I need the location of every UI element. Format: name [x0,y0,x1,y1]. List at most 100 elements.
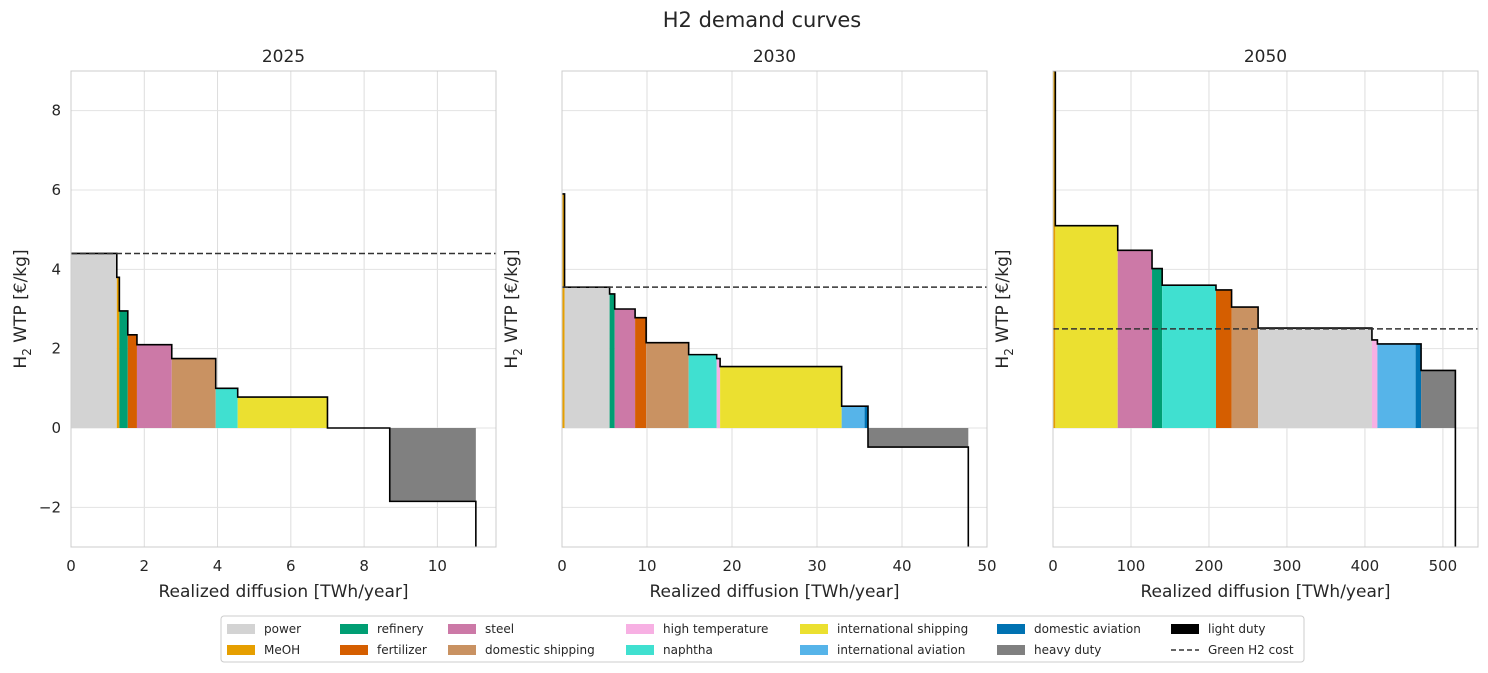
legend-label: Green H2 cost [1208,643,1294,657]
demand-curve-line [1053,71,1457,547]
plot-content [562,193,970,547]
legend-swatch [340,624,368,634]
y-tick-label: 2 [51,340,61,358]
y-tick-label: 4 [51,260,61,278]
legend-label: international shipping [837,622,968,636]
x-tick-label: 400 [1351,557,1380,575]
y-axis-label-main: H [502,356,522,369]
legend-label: light duty [1208,622,1265,636]
legend-swatch [800,624,828,634]
legend-swatch [448,645,476,655]
demand-curve-line [562,193,970,547]
demand-bar-naphtha [1162,285,1216,428]
demand-bar-power [71,253,117,428]
demand-bar-refinery [119,310,128,428]
x-tick-label: 10 [428,557,447,575]
plot-frame [70,70,497,548]
legend-swatch [227,645,255,655]
y-tick-label: 8 [51,102,61,120]
demand-bar-high-temperature [716,358,721,428]
x-tick-label: 2 [140,557,150,575]
x-tick-label: 4 [213,557,223,575]
y-tick-label: −2 [39,498,61,516]
demand-bar-MeOH [562,193,565,428]
legend-item-steel: steel [448,622,514,636]
legend-item-naphtha: naphtha [626,643,713,657]
y-tick-label: 6 [51,181,61,199]
demand-bar-heavy-duty [868,428,969,448]
legend-label: MeOH [264,643,300,657]
legend-item-power: power [227,622,301,636]
x-tick-label: 500 [1429,557,1458,575]
legend-label: steel [485,622,514,636]
legend-swatch [1171,624,1199,634]
legend-label: power [264,622,301,636]
y-axis-label-main: H [11,356,31,369]
legend-swatch [227,624,255,634]
x-tick-label: 0 [1048,557,1058,575]
demand-curve-line [71,252,477,547]
legend-item-high-temperature: high temperature [626,622,768,636]
y-axis-label-sub: 2 [1002,348,1016,356]
demand-bar-domestic-shipping [646,342,689,428]
demand-bar-international-aviation [1377,343,1416,428]
demand-bar-international-aviation [841,406,865,428]
x-tick-label: 50 [977,557,996,575]
y-axis-label: H2 WTP [€/kg] [502,249,525,368]
y-axis-label-sub: 2 [511,348,525,356]
x-tick-label: 30 [807,557,826,575]
x-axis-label: Realized diffusion [TWh/year] [1141,582,1391,602]
legend: power MeOH refinery fertilizer steel domestic… [220,615,1305,663]
legend-item-Green-H2-cost: Green H2 cost [1171,643,1294,657]
demand-bar-international-shipping [1055,225,1118,428]
x-tick-label: 6 [286,557,296,575]
x-axis-label: Realized diffusion [TWh/year] [159,582,409,602]
y-axis-label-sub: 2 [20,348,34,356]
demand-bar-naphtha [688,354,717,428]
y-axis-label-main: H [993,356,1013,369]
chart-panel-2025: 2025 0 2 4 6 8 10 −2 0 2 4 6 8 Realized diffusion [TW… [11,47,497,602]
demand-bar-fertilizer [1215,289,1232,428]
x-tick-label: 8 [359,557,369,575]
demand-bar-fertilizer [635,317,647,428]
figure-title: H2 demand curves [663,8,862,32]
y-axis-label-rest: WTP [€/kg] [502,249,522,348]
demand-bar-MeOH [116,277,120,428]
y-axis-label: H2 WTP [€/kg] [993,249,1016,368]
legend-item-refinery: refinery [340,622,424,636]
x-axis-label: Realized diffusion [TWh/year] [650,582,900,602]
legend-swatch [997,645,1025,655]
x-tick-label: 0 [557,557,567,575]
legend-label: refinery [377,622,424,636]
legend-item-international-shipping: international shipping [800,622,968,636]
legend-swatch [340,645,368,655]
y-tick-label: 0 [51,419,61,437]
x-tick-label: 200 [1195,557,1224,575]
plot-content [71,252,477,547]
x-tick-label: 100 [1117,557,1146,575]
x-tick-label: 300 [1273,557,1302,575]
legend-item-international-aviation: international aviation [800,643,965,657]
plot-frame [561,70,988,548]
legend-swatch [800,645,828,655]
demand-bar-power [1258,328,1372,428]
panel-title: 2025 [262,47,305,67]
demand-bar-steel [614,309,636,428]
x-tick-label: 0 [66,557,76,575]
demand-bar-refinery [609,293,615,428]
chart-panel-2050: 2050 0 100 200 300 400 500 Realized diffusion [… [993,47,1479,602]
legend-label: naphtha [663,643,713,657]
legend-label: domestic aviation [1034,622,1141,636]
demand-bar-heavy-duty [389,428,476,502]
legend-label: domestic shipping [485,643,595,657]
x-tick-label: 40 [892,557,911,575]
demand-bar-naphtha [215,388,238,428]
legend-swatch [626,624,654,634]
demand-bar-international-shipping [237,397,328,428]
demand-bar-steel [136,344,172,428]
panel-title: 2030 [753,47,796,67]
legend-item-light-duty: light duty [1171,622,1265,636]
